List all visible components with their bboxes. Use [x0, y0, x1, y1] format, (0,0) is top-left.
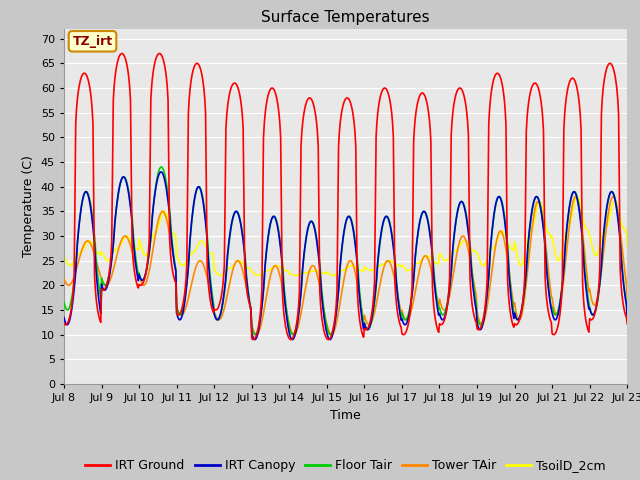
X-axis label: Time: Time [330, 408, 361, 421]
Legend: IRT Ground, IRT Canopy, Floor Tair, Tower TAir, TsoilD_2cm: IRT Ground, IRT Canopy, Floor Tair, Towe… [80, 454, 611, 477]
Text: TZ_irt: TZ_irt [72, 35, 113, 48]
Title: Surface Temperatures: Surface Temperatures [261, 10, 430, 25]
Y-axis label: Temperature (C): Temperature (C) [22, 156, 35, 257]
